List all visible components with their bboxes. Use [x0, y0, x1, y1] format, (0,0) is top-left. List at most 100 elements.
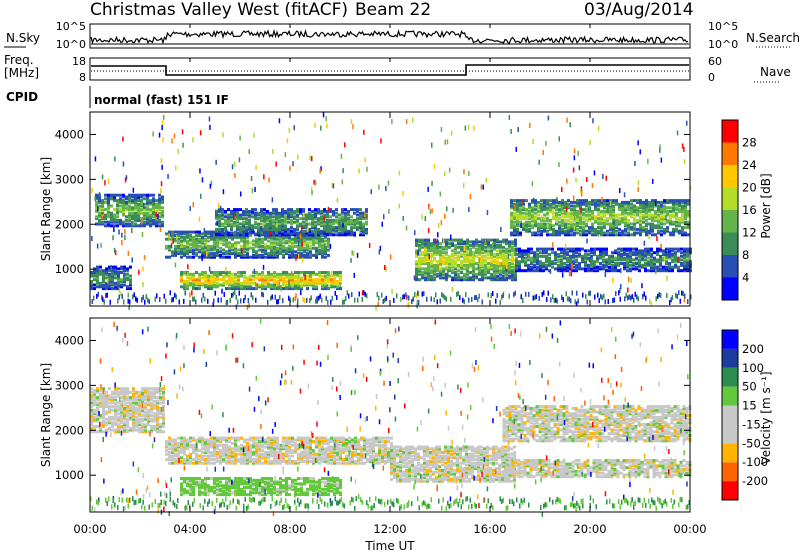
- heatmap-cell: [557, 248, 560, 251]
- heatmap-cell: [626, 269, 629, 272]
- heatmap-cell: [445, 266, 448, 269]
- power-heatmap: [90, 112, 692, 310]
- heatmap-cell: [440, 299, 442, 304]
- heatmap-cell: [116, 219, 119, 222]
- heatmap-cell: [95, 201, 98, 204]
- heatmap-cell: [299, 223, 302, 226]
- heatmap-cell: [140, 208, 143, 211]
- heatmap-cell: [365, 221, 368, 224]
- heatmap-cell: [120, 425, 123, 428]
- heatmap-cell: [108, 402, 111, 405]
- heatmap-cell: [345, 296, 347, 301]
- heatmap-cell: [400, 297, 402, 302]
- heatmap-cell: [315, 285, 318, 288]
- colorbar-tick-label: 28: [742, 136, 757, 150]
- heatmap-cell: [596, 255, 599, 258]
- heatmap-cell: [121, 240, 123, 245]
- heatmap-cell: [252, 278, 255, 281]
- heatmap-cell: [391, 119, 393, 124]
- heatmap-cell: [228, 287, 231, 290]
- heatmap-cell: [171, 250, 174, 253]
- heatmap-cell: [681, 291, 683, 296]
- heatmap-cell: [475, 239, 478, 242]
- heatmap-cell: [207, 275, 210, 278]
- heatmap-cell: [561, 207, 563, 212]
- heatmap-cell: [187, 272, 189, 277]
- heatmap-cell: [590, 267, 593, 270]
- heatmap-cell: [246, 240, 249, 243]
- heatmap-cell: [611, 264, 614, 267]
- heatmap-cell: [123, 412, 126, 415]
- heatmap-cell: [615, 233, 618, 236]
- heatmap-cell: [279, 295, 281, 300]
- heatmap-cell: [555, 212, 558, 215]
- heatmap-cell: [415, 239, 418, 242]
- heatmap-cell: [101, 221, 104, 224]
- heatmap-cell: [255, 165, 256, 170]
- heatmap-cell: [415, 267, 418, 270]
- heatmap-cell: [142, 282, 144, 287]
- heatmap-cell: [122, 137, 124, 142]
- heatmap-cell: [123, 266, 126, 269]
- heatmap-cell: [198, 245, 201, 248]
- heatmap-cell: [686, 258, 689, 261]
- heatmap-cell: [478, 278, 481, 281]
- heatmap-cell: [144, 394, 147, 397]
- heatmap-cell: [287, 221, 290, 224]
- date-label: 03/Aug/2014: [584, 0, 694, 20]
- heatmap-cell: [644, 267, 647, 270]
- heatmap-cell: [272, 224, 275, 227]
- heatmap-cell: [490, 239, 493, 242]
- heatmap-cell: [113, 208, 116, 211]
- heatmap-cell: [613, 220, 615, 225]
- heatmap-cell: [642, 201, 645, 204]
- heatmap-cell: [657, 201, 660, 204]
- heatmap-cell: [630, 278, 632, 283]
- heatmap-cell: [513, 199, 516, 202]
- heatmap-cell: [514, 205, 516, 210]
- heatmap-cell: [198, 238, 201, 241]
- heatmap-cell: [258, 276, 261, 279]
- heatmap-cell: [423, 291, 425, 296]
- heatmap-cell: [379, 250, 381, 255]
- velocity-heatmap: [90, 319, 692, 517]
- heatmap-cell: [216, 210, 218, 215]
- heatmap-cell: [515, 248, 518, 251]
- heatmap-cell: [527, 258, 530, 261]
- heatmap-cell: [558, 217, 561, 220]
- heatmap-cell: [195, 287, 198, 290]
- heatmap-cell: [521, 294, 523, 299]
- heatmap-cell: [549, 199, 552, 202]
- heatmap-cell: [675, 228, 678, 231]
- heatmap-cell: [542, 248, 545, 251]
- heatmap-cell: [352, 250, 354, 255]
- heatmap-cell: [639, 210, 642, 213]
- heatmap-cell: [221, 289, 223, 294]
- heatmap-cell: [332, 296, 334, 301]
- heatmap-cell: [335, 212, 338, 215]
- heatmap-cell: [399, 171, 401, 176]
- heatmap-cell: [546, 230, 549, 233]
- heatmap-cell: [487, 276, 490, 279]
- heatmap-cell: [210, 271, 213, 274]
- heatmap-cell: [437, 232, 439, 237]
- heatmap-cell: [421, 214, 423, 219]
- heatmap-cell: [125, 201, 128, 204]
- heatmap-cell: [180, 285, 183, 288]
- heatmap-cell: [311, 214, 314, 217]
- heatmap-cell: [149, 199, 152, 202]
- heatmap-cell: [457, 246, 460, 249]
- heatmap-cell: [110, 300, 112, 305]
- heatmap-cell: [262, 223, 264, 228]
- heatmap-cell: [152, 194, 155, 197]
- heatmap-cell: [644, 262, 647, 265]
- heatmap-cell: [624, 201, 627, 204]
- heatmap-cell: [221, 298, 223, 303]
- heatmap-cell: [630, 199, 633, 202]
- heatmap-cell: [125, 196, 128, 199]
- freq-tick-high: 18: [72, 55, 86, 68]
- heatmap-cell: [104, 224, 107, 227]
- heatmap-cell: [318, 249, 321, 252]
- heatmap-cell: [543, 290, 545, 295]
- heatmap-cell: [230, 210, 233, 213]
